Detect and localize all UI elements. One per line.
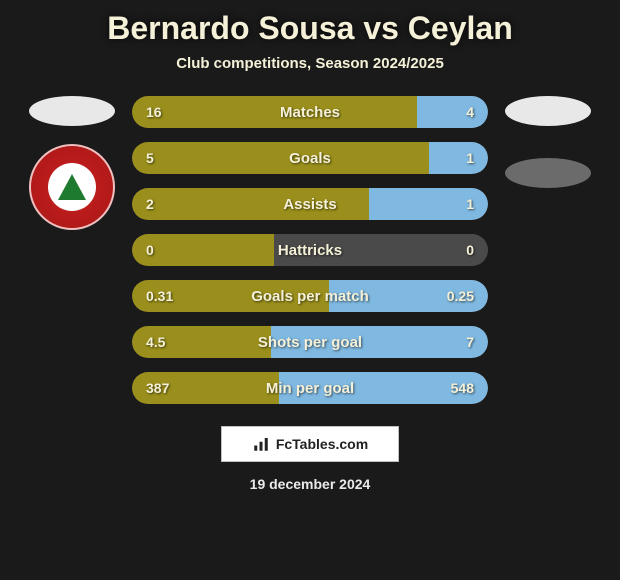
brand-box: FcTables.com	[221, 426, 399, 462]
stat-value-player1: 0	[146, 242, 154, 258]
infographic-root: Bernardo Sousa vs Ceylan Club competitio…	[0, 0, 620, 580]
stat-bar-player2	[417, 96, 488, 128]
player1-placeholder-icon	[29, 96, 115, 126]
stat-value-player1: 387	[146, 380, 169, 396]
player2-placeholder-icon	[505, 96, 591, 126]
stat-row: 0.31 Goals per match 0.25	[132, 280, 488, 312]
stat-row: 0 Hattricks 0	[132, 234, 488, 266]
stat-value-player1: 0.31	[146, 288, 173, 304]
stat-row: 5 Goals 1	[132, 142, 488, 174]
stat-value-player2: 1	[466, 150, 474, 166]
stat-row: 4.5 Shots per goal 7	[132, 326, 488, 358]
stat-row: 16 Matches 4	[132, 96, 488, 128]
stat-row: 387 Min per goal 548	[132, 372, 488, 404]
brand-text: FcTables.com	[276, 436, 368, 452]
chart-icon	[252, 435, 270, 453]
stat-bar-player1	[132, 142, 429, 174]
stat-value-player1: 2	[146, 196, 154, 212]
stat-label: Min per goal	[266, 380, 354, 397]
stat-bar-player1	[132, 96, 417, 128]
stat-value-player2: 1	[466, 196, 474, 212]
stat-value-player2: 548	[451, 380, 474, 396]
page-subtitle: Club competitions, Season 2024/2025	[0, 55, 620, 72]
stat-label: Hattricks	[278, 242, 342, 259]
stat-value-player1: 4.5	[146, 334, 165, 350]
stat-value-player2: 7	[466, 334, 474, 350]
tree-icon	[58, 174, 86, 200]
stat-label: Shots per goal	[258, 334, 362, 351]
date-text: 19 december 2024	[0, 476, 620, 492]
stat-label: Goals per match	[251, 288, 369, 305]
stat-row: 2 Assists 1	[132, 188, 488, 220]
player2-side	[504, 96, 592, 188]
stat-bar-player2	[429, 142, 488, 174]
badge-inner-circle	[48, 163, 96, 211]
stats-bars: 16 Matches 4 5 Goals 1 2 Assists 1 0 Hattricks 0 0.3…	[132, 96, 488, 404]
player2-club-placeholder-icon	[505, 158, 591, 188]
stat-value-player2: 4	[466, 104, 474, 120]
stat-value-player1: 16	[146, 104, 162, 120]
stat-label: Matches	[280, 104, 340, 121]
page-title: Bernardo Sousa vs Ceylan	[0, 10, 620, 47]
stat-value-player1: 5	[146, 150, 154, 166]
stat-label: Assists	[283, 196, 336, 213]
player1-club-badge	[29, 144, 115, 230]
stat-value-player2: 0.25	[447, 288, 474, 304]
main-layout: 16 Matches 4 5 Goals 1 2 Assists 1 0 Hattricks 0 0.3…	[0, 96, 620, 404]
stat-label: Goals	[289, 150, 331, 167]
player1-side	[28, 96, 116, 230]
stat-value-player2: 0	[466, 242, 474, 258]
